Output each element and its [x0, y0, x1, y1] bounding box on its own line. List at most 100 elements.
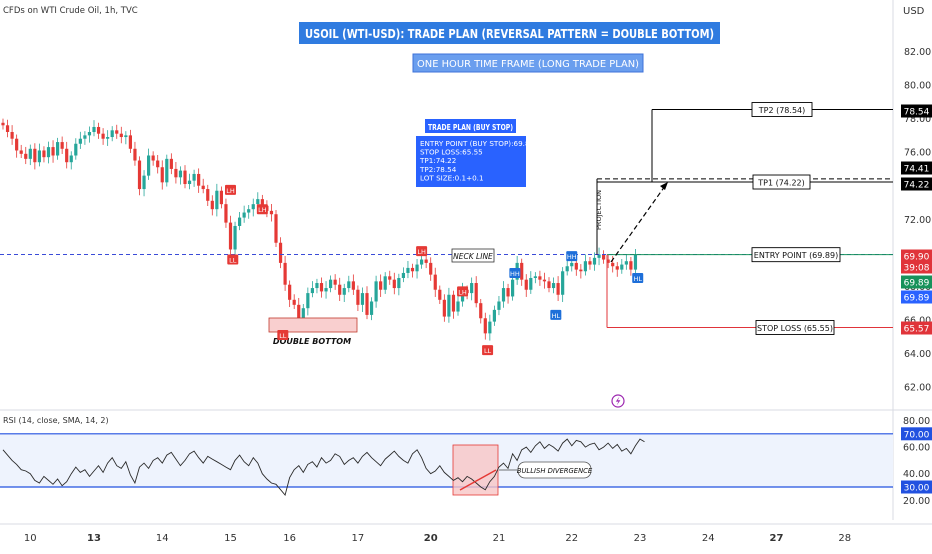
candle-body: [456, 301, 460, 312]
candle-body: [488, 321, 492, 334]
candle-body: [479, 303, 483, 319]
candle-body: [329, 279, 333, 289]
candle-body: [224, 204, 228, 223]
candle-body: [51, 147, 55, 156]
y-tick-label: 78.00: [904, 114, 931, 125]
trade-box-title: TRADE PLAN (BUY STOP): [428, 123, 513, 132]
candle-body: [588, 261, 592, 265]
candle-body: [561, 271, 565, 295]
candle-body: [492, 309, 496, 322]
candle-body: [242, 212, 246, 218]
price-tag-label: 74.41: [904, 165, 930, 175]
tp1-label-box: [752, 174, 811, 190]
candle-body: [497, 301, 501, 310]
candle-body: [611, 262, 615, 267]
price-tag: [901, 321, 932, 335]
candle-body: [388, 276, 392, 280]
candle-body: [306, 293, 310, 309]
candle-body: [315, 283, 319, 289]
candle-body: [292, 299, 296, 305]
swing-labels: LH LL LH LL LH LH LL HH HL HH HL: [225, 184, 644, 356]
candle-body: [206, 189, 210, 201]
candle-body: [201, 185, 205, 190]
divergence-zone: [452, 444, 499, 496]
candle-body: [192, 173, 196, 181]
candle-body: [301, 308, 305, 324]
rsi-band: [0, 433, 893, 487]
price-tag: [901, 161, 932, 175]
subtitle-banner: [412, 53, 644, 73]
candle-body: [197, 173, 201, 186]
y-tick-label: 62.00: [904, 383, 931, 394]
candle-body: [406, 267, 410, 273]
y-tick-label: 80.00: [904, 81, 931, 92]
candle-body: [178, 170, 183, 178]
candle-body: [74, 143, 78, 156]
candle-body: [511, 279, 515, 297]
candle-body: [110, 130, 114, 138]
candle-body: [19, 150, 23, 154]
candle-body: [574, 262, 578, 270]
lightning-icon[interactable]: [611, 394, 625, 408]
chart-subtitle: ONE HOUR TIME FRAME (LONG TRADE PLAN): [417, 59, 639, 70]
candle-body: [379, 281, 383, 290]
price-tag: [901, 104, 932, 118]
swing-label-box: [227, 254, 239, 265]
x-tick-label: 14: [156, 533, 169, 544]
candle-body: [351, 281, 355, 290]
candle-body: [69, 155, 73, 163]
candle-body: [78, 138, 82, 144]
title-banner: [299, 22, 720, 44]
x-tick-label: 28: [838, 533, 851, 544]
price-tag-label: 69.89: [904, 279, 930, 289]
candle-body: [520, 262, 524, 280]
price-tag: [901, 260, 932, 274]
neckline-label: NECK LINE: [453, 252, 493, 261]
candle-body: [501, 288, 506, 302]
price-tag-label: 65.57: [904, 325, 930, 335]
candle-body: [60, 142, 64, 149]
candle-body: [369, 301, 374, 315]
rsi-tick-label: 60.00: [903, 443, 930, 454]
entry-label: ENTRY POINT (69.89): [754, 251, 838, 260]
candle-body: [583, 261, 587, 272]
candle-body: [147, 155, 151, 176]
candle-body: [529, 277, 533, 290]
tp1-label: TP1 (74.22): [757, 179, 805, 188]
swing-label-box: [256, 204, 268, 215]
swing-label-box: [550, 309, 562, 320]
price-tag-label: 69.90: [904, 253, 930, 263]
candle-body: [474, 283, 478, 304]
x-tick-label: 21: [493, 533, 506, 544]
x-tick-label: 27: [770, 533, 784, 544]
candle-body: [615, 266, 619, 270]
x-tick-label: 24: [702, 533, 715, 544]
candle-body: [424, 259, 428, 263]
candle-body: [183, 170, 187, 185]
candle-body: [542, 279, 547, 282]
candle-body: [438, 289, 442, 300]
x-tick-label: 15: [224, 533, 237, 544]
candle-body: [297, 304, 301, 324]
candle-body: [288, 284, 292, 300]
candle-body: [538, 276, 542, 280]
candle-body: [37, 150, 41, 163]
rsi-pane: BULLISH DIVERGENCE 80.00 60.00 40.00 20.00 70…: [0, 416, 932, 507]
candle-body: [124, 135, 128, 138]
price-tag-label: 78.54: [904, 108, 930, 118]
candle-body: [219, 190, 223, 205]
y-tick-label: 82.00: [904, 47, 931, 58]
price-tag-label: 69.89: [904, 294, 930, 304]
divergence-label-box: [517, 461, 592, 479]
candle-body: [602, 254, 606, 260]
candle-body: [374, 281, 378, 302]
swing-label-box: [509, 267, 521, 278]
candle-body: [210, 200, 214, 210]
swing-label-box: [566, 251, 578, 262]
candle-body: [278, 242, 283, 263]
rsi-tick-label: 80.00: [903, 416, 930, 427]
candle-body: [429, 262, 433, 275]
